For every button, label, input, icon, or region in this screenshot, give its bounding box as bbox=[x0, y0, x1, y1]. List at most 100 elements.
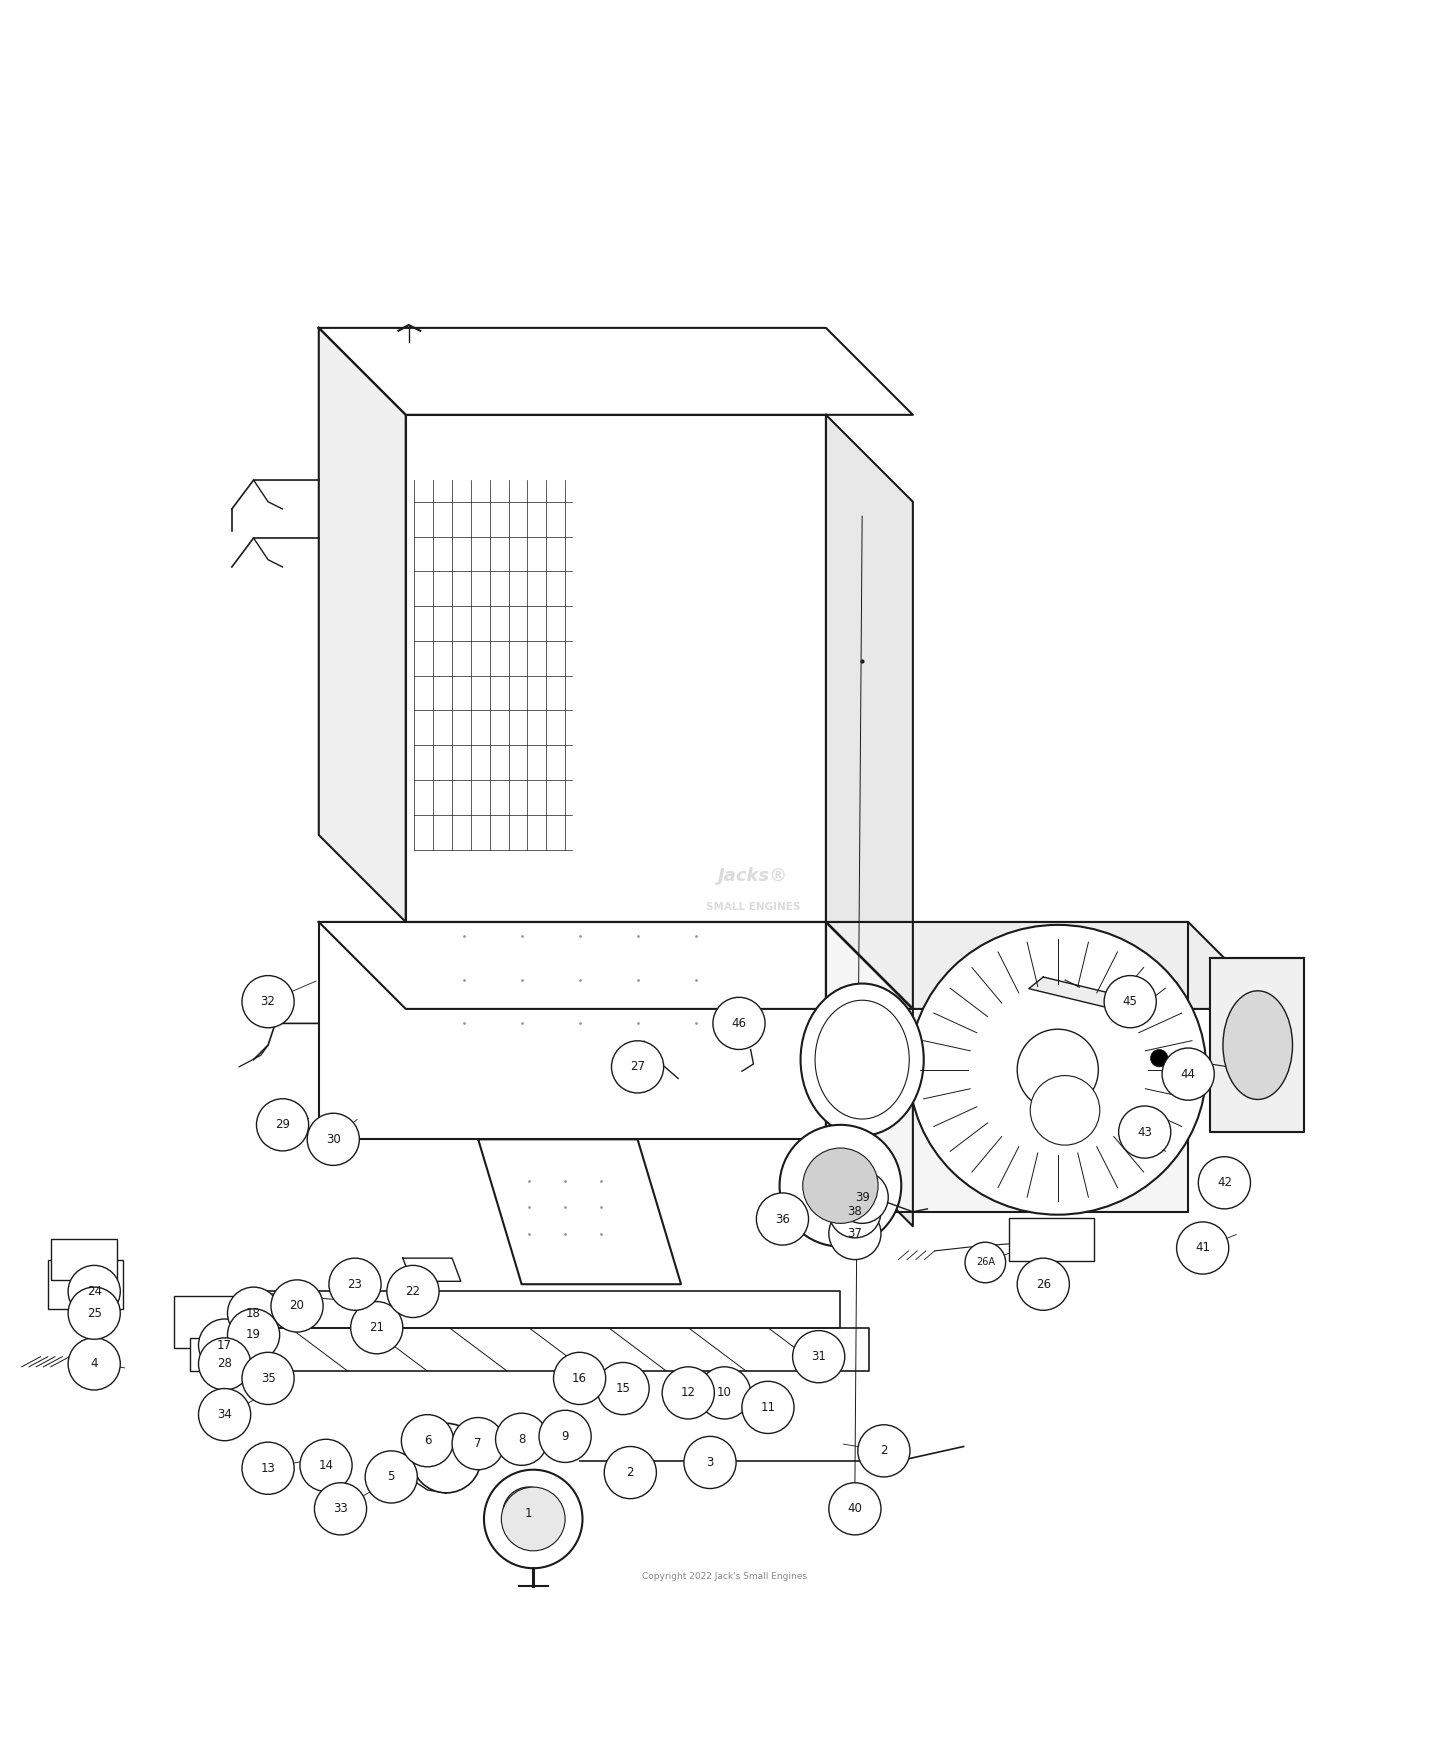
Circle shape bbox=[1017, 1258, 1069, 1311]
Text: 18: 18 bbox=[246, 1307, 261, 1320]
Text: 46: 46 bbox=[732, 1017, 746, 1030]
Text: 32: 32 bbox=[261, 994, 275, 1009]
Circle shape bbox=[401, 1414, 454, 1467]
Circle shape bbox=[1030, 1075, 1100, 1146]
Polygon shape bbox=[261, 1291, 840, 1328]
Text: 37: 37 bbox=[848, 1226, 862, 1240]
Text: 28: 28 bbox=[217, 1358, 232, 1370]
Circle shape bbox=[496, 1413, 548, 1465]
Circle shape bbox=[501, 1486, 565, 1551]
Circle shape bbox=[227, 1309, 280, 1362]
Circle shape bbox=[68, 1288, 120, 1339]
Text: 29: 29 bbox=[275, 1117, 290, 1132]
Polygon shape bbox=[826, 922, 1188, 1212]
Text: 10: 10 bbox=[717, 1386, 732, 1399]
Text: 15: 15 bbox=[616, 1383, 630, 1395]
Circle shape bbox=[698, 1367, 751, 1420]
Polygon shape bbox=[319, 922, 826, 1139]
Text: 38: 38 bbox=[848, 1205, 862, 1218]
Text: 34: 34 bbox=[217, 1407, 232, 1421]
Circle shape bbox=[242, 1442, 294, 1493]
Text: 44: 44 bbox=[1181, 1068, 1195, 1081]
Polygon shape bbox=[826, 415, 913, 1009]
Circle shape bbox=[1162, 1047, 1214, 1100]
Polygon shape bbox=[1210, 958, 1304, 1132]
Polygon shape bbox=[246, 1328, 869, 1370]
Circle shape bbox=[1177, 1221, 1229, 1274]
Circle shape bbox=[1198, 1156, 1250, 1209]
Polygon shape bbox=[319, 329, 406, 922]
Text: 11: 11 bbox=[761, 1400, 775, 1414]
Circle shape bbox=[1151, 1049, 1168, 1066]
Circle shape bbox=[829, 1207, 881, 1260]
Circle shape bbox=[829, 1186, 881, 1239]
Text: 26: 26 bbox=[1036, 1277, 1051, 1291]
Circle shape bbox=[554, 1353, 606, 1404]
Text: 17: 17 bbox=[217, 1339, 232, 1351]
Circle shape bbox=[756, 1193, 809, 1246]
Polygon shape bbox=[1029, 977, 1127, 1009]
Circle shape bbox=[713, 998, 765, 1049]
Circle shape bbox=[1017, 1030, 1098, 1110]
Polygon shape bbox=[826, 922, 913, 1226]
Circle shape bbox=[412, 1423, 481, 1493]
Ellipse shape bbox=[800, 984, 924, 1135]
Text: 20: 20 bbox=[290, 1300, 304, 1312]
Text: 2: 2 bbox=[880, 1444, 888, 1457]
Circle shape bbox=[484, 1469, 582, 1569]
Text: 26A: 26A bbox=[975, 1258, 995, 1267]
Polygon shape bbox=[406, 415, 826, 922]
Text: 13: 13 bbox=[261, 1462, 275, 1474]
Text: 41: 41 bbox=[1195, 1242, 1210, 1254]
Text: 43: 43 bbox=[1137, 1126, 1152, 1139]
Text: 45: 45 bbox=[1123, 994, 1137, 1009]
Circle shape bbox=[351, 1302, 403, 1355]
Text: 4: 4 bbox=[90, 1358, 99, 1370]
Circle shape bbox=[1104, 975, 1156, 1028]
Text: 23: 23 bbox=[348, 1277, 362, 1291]
Circle shape bbox=[256, 1098, 309, 1151]
Text: 6: 6 bbox=[423, 1434, 432, 1448]
Text: 16: 16 bbox=[572, 1372, 587, 1385]
Circle shape bbox=[684, 1437, 736, 1488]
Text: 2: 2 bbox=[626, 1465, 635, 1479]
Text: 35: 35 bbox=[261, 1372, 275, 1385]
Text: Copyright 2022 Jack's Small Engines: Copyright 2022 Jack's Small Engines bbox=[642, 1573, 807, 1581]
Text: 1: 1 bbox=[525, 1508, 533, 1520]
Circle shape bbox=[503, 1486, 555, 1539]
Text: 9: 9 bbox=[561, 1430, 569, 1442]
Text: 7: 7 bbox=[474, 1437, 483, 1450]
Text: 36: 36 bbox=[775, 1212, 790, 1226]
Polygon shape bbox=[826, 922, 1275, 1009]
Circle shape bbox=[836, 1172, 888, 1223]
Text: 24: 24 bbox=[87, 1284, 101, 1298]
Text: 40: 40 bbox=[848, 1502, 862, 1515]
Text: 3: 3 bbox=[706, 1457, 714, 1469]
Circle shape bbox=[199, 1388, 251, 1441]
Circle shape bbox=[365, 1451, 417, 1502]
Text: 19: 19 bbox=[246, 1328, 261, 1341]
Polygon shape bbox=[478, 1139, 681, 1284]
Text: 12: 12 bbox=[681, 1386, 696, 1399]
Circle shape bbox=[68, 1337, 120, 1390]
Circle shape bbox=[539, 1411, 591, 1462]
Text: 8: 8 bbox=[517, 1432, 526, 1446]
Circle shape bbox=[307, 1114, 359, 1165]
Circle shape bbox=[227, 1288, 280, 1339]
Circle shape bbox=[793, 1330, 845, 1383]
Circle shape bbox=[1119, 1105, 1171, 1158]
Text: 14: 14 bbox=[319, 1458, 333, 1472]
FancyBboxPatch shape bbox=[1009, 1218, 1094, 1262]
Circle shape bbox=[965, 1242, 1006, 1283]
Polygon shape bbox=[319, 329, 913, 415]
Circle shape bbox=[604, 1446, 656, 1499]
Ellipse shape bbox=[1223, 991, 1293, 1100]
Circle shape bbox=[662, 1367, 714, 1420]
FancyBboxPatch shape bbox=[190, 1337, 254, 1370]
FancyBboxPatch shape bbox=[48, 1260, 123, 1309]
Circle shape bbox=[387, 1265, 439, 1318]
Circle shape bbox=[242, 1353, 294, 1404]
Circle shape bbox=[452, 1418, 504, 1469]
Circle shape bbox=[199, 1320, 251, 1370]
Circle shape bbox=[271, 1279, 323, 1332]
